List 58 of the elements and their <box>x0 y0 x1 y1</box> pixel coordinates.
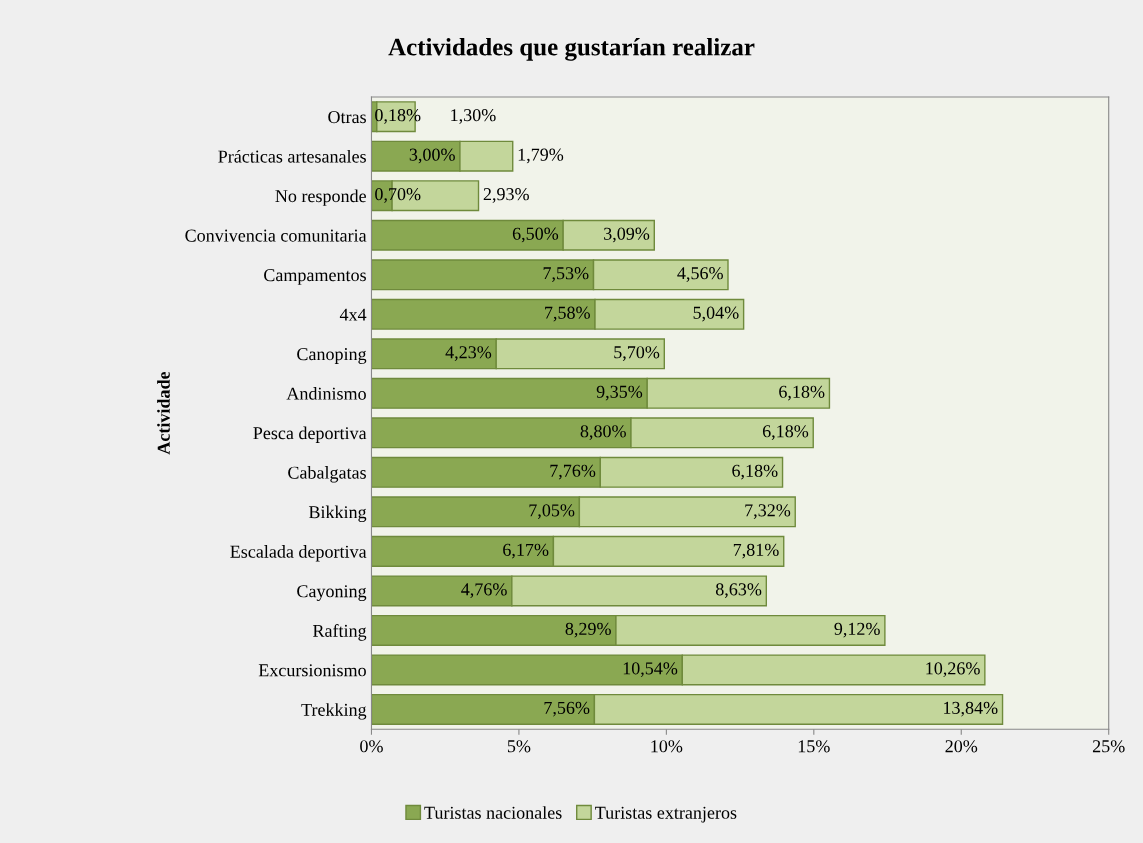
data-label: 7,81% <box>733 543 779 559</box>
x-tick-label: 15% <box>798 740 830 753</box>
data-label: 5,70% <box>614 346 660 361</box>
data-label: 10,26% <box>926 662 980 678</box>
y-axis-title: Actividade <box>157 371 170 455</box>
data-label: 7,32% <box>745 504 791 519</box>
chart-title: Actividades que gustarían realizar <box>388 37 755 61</box>
data-label: 2,93% <box>483 188 529 203</box>
data-label: 9,12% <box>834 622 880 638</box>
data-label: 8,63% <box>715 583 762 599</box>
data-label: 6,17% <box>503 543 549 559</box>
data-label: 4,56% <box>677 267 723 282</box>
x-tick-label: 0% <box>360 740 383 753</box>
y-tick-label: Cayoning <box>297 585 367 602</box>
y-tick-label: No responde <box>275 189 366 206</box>
data-label: 7,56% <box>544 701 590 717</box>
data-label: 13,84% <box>944 701 998 717</box>
data-label: 1,79% <box>518 148 564 164</box>
y-tick-label: Cabalgatas <box>288 466 366 483</box>
y-tick-label: 4x4 <box>339 308 367 321</box>
legend-label: Turistas extranjeros <box>595 806 737 823</box>
y-tick-label: Campamentos <box>264 269 366 285</box>
y-tick-label: Trekking <box>301 703 367 720</box>
data-label: 10,54% <box>623 662 678 678</box>
data-label: 6,18% <box>732 464 778 480</box>
y-tick-label: Prácticas artesanales <box>218 149 366 163</box>
data-label: 3,09% <box>604 227 650 243</box>
y-tick-label: Bikking <box>308 505 367 523</box>
data-label: 9,35% <box>596 385 643 401</box>
data-label: 4,23% <box>445 346 492 361</box>
x-tick-label: 25% <box>1092 740 1125 753</box>
x-tick-label: 10% <box>651 740 683 753</box>
y-tick-label: Rafting <box>312 624 367 641</box>
data-label: 8,80% <box>580 425 626 440</box>
data-label: 4,76% <box>461 583 507 599</box>
y-tick-label: Escalada deportiva <box>230 545 367 562</box>
data-label: 1,30% <box>451 109 496 124</box>
data-label: 6,18% <box>779 385 825 401</box>
y-tick-label: Canoping <box>297 348 367 364</box>
data-label: 7,53% <box>543 267 589 282</box>
data-label: 0,70% <box>375 188 421 203</box>
y-tick-label: Otras <box>328 111 366 124</box>
y-tick-label: Andinismo <box>286 387 366 400</box>
data-label: 7,76% <box>550 464 596 480</box>
data-label: 8,29% <box>565 622 611 638</box>
x-tick-label: 5% <box>507 740 531 753</box>
data-label: 6,50% <box>512 227 559 243</box>
x-tick-label: 20% <box>945 740 978 753</box>
data-label: 7,58% <box>545 306 590 322</box>
legend-label: Turistas nacionales <box>424 806 562 819</box>
data-label: 3,00% <box>409 148 455 164</box>
y-tick-label: Excursionismo <box>258 664 366 677</box>
data-label: 0,18% <box>375 109 421 124</box>
data-label: 6,18% <box>762 425 809 440</box>
data-label: 7,05% <box>529 504 575 519</box>
y-tick-label: Pesca deportiva <box>253 426 367 443</box>
data-label: 5,04% <box>693 306 739 322</box>
y-tick-label: Convivencia comunitaria <box>185 229 367 242</box>
